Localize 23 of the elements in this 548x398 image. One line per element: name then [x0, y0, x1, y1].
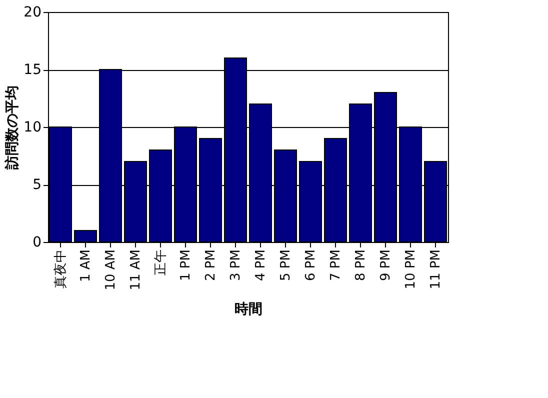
x-tick-label: 10 AM — [104, 250, 118, 290]
y-tick-label: 20 — [24, 4, 42, 20]
x-tick-label: 1 PM — [178, 250, 194, 281]
y-tick-label: 15 — [24, 62, 42, 78]
x-tick-label: 7 PM — [328, 250, 344, 281]
y-tick-label: 10 — [24, 120, 42, 136]
y-axis-title: 訪問数の平均 — [4, 86, 21, 170]
x-tick-label: 8 PM — [354, 250, 368, 281]
x-tick-label: 11 AM — [128, 250, 144, 290]
x-tick-label: 6 PM — [304, 250, 318, 281]
x-tick-label: 10 PM — [404, 250, 418, 290]
x-axis-title: 時間 — [234, 301, 262, 318]
x-tick-label: 11 PM — [428, 250, 444, 290]
x-tick-label: 1 AM — [78, 250, 94, 282]
x-tick-label: 5 PM — [278, 250, 294, 281]
x-tick-label: 3 PM — [228, 250, 244, 281]
y-tick-label: 0 — [32, 234, 42, 250]
x-tick-label: 正午 — [154, 250, 168, 276]
x-tick-label: 2 PM — [204, 250, 218, 281]
y-tick-label: 5 — [32, 177, 42, 193]
x-tick-label: 4 PM — [254, 250, 268, 281]
x-tick-label: 真夜中 — [52, 250, 68, 288]
x-tick-label: 9 PM — [378, 250, 394, 281]
